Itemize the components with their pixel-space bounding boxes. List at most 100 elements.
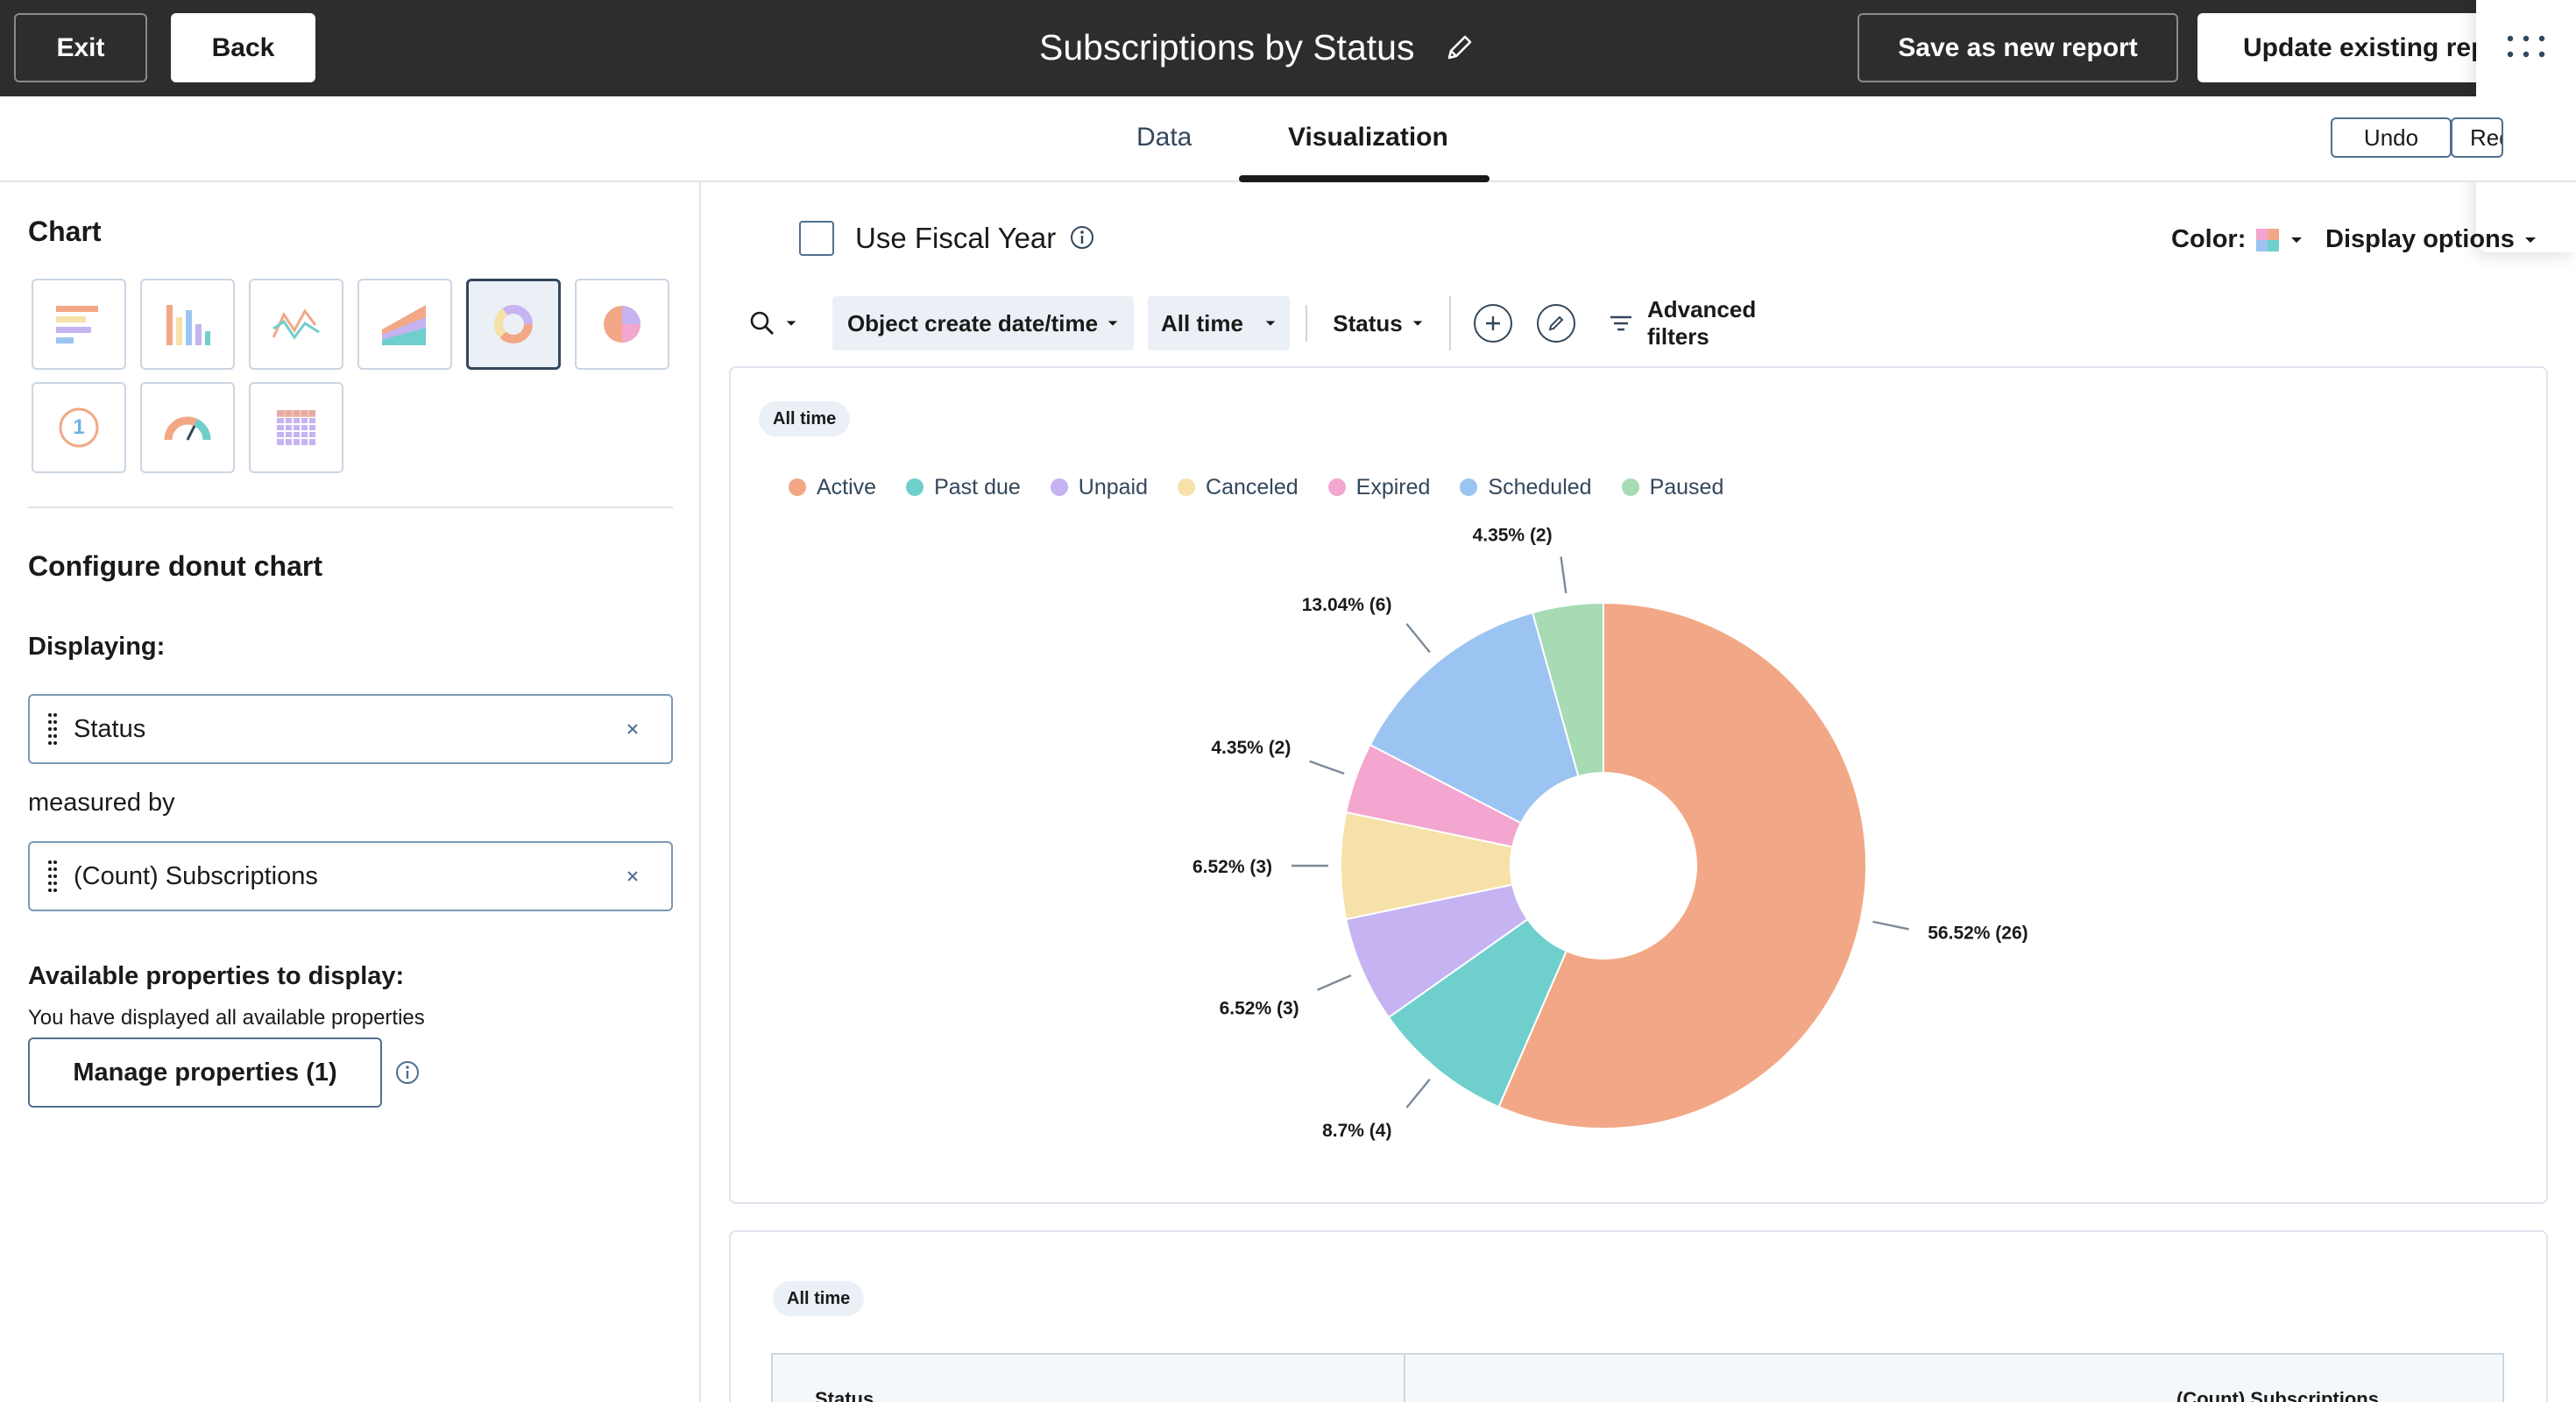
- chart-type-donut[interactable]: [466, 279, 561, 370]
- measure-property-field[interactable]: (Count) Subscriptions: [28, 841, 673, 911]
- legend-swatch: [1050, 478, 1068, 496]
- tab-data[interactable]: Data: [1136, 123, 1192, 152]
- legend-label: Active: [817, 474, 877, 499]
- legend-item-active[interactable]: Active: [789, 475, 876, 500]
- data-label: 56.52% (26): [1928, 923, 2028, 943]
- color-picker[interactable]: Color:: [2171, 225, 2304, 254]
- apps-grid-icon[interactable]: [2502, 23, 2550, 70]
- legend-item-canceled[interactable]: Canceled: [1178, 475, 1299, 500]
- status-filter-label: Status: [1333, 309, 1403, 336]
- plus-icon: [1486, 316, 1500, 330]
- legend-swatch: [789, 478, 806, 496]
- measure-property-value: (Count) Subscriptions: [74, 861, 318, 890]
- data-label-leader-line: [1405, 623, 1431, 654]
- configure-heading: Configure donut chart: [28, 550, 322, 582]
- caret-down-icon: [786, 321, 796, 326]
- chart-heading: Chart: [28, 216, 102, 247]
- data-label: 13.04% (6): [1302, 595, 1392, 615]
- chart-config-panel: Chart: [0, 182, 701, 1402]
- legend-label: Paused: [1649, 474, 1724, 499]
- caret-down-icon: [1265, 321, 1276, 326]
- chart-type-gauge[interactable]: [140, 382, 235, 473]
- caret-down-icon: [1412, 321, 1422, 326]
- back-button[interactable]: Back: [171, 13, 315, 82]
- remove-measure-icon[interactable]: [615, 859, 650, 894]
- legend-item-unpaid[interactable]: Unpaid: [1050, 474, 1149, 500]
- legend-label: Past due: [934, 474, 1021, 499]
- save-as-new-report-button[interactable]: Save as new report: [1858, 13, 2178, 82]
- info-icon[interactable]: [394, 1059, 421, 1086]
- data-label-leader-line: [1872, 920, 1909, 931]
- legend-label: Unpaid: [1078, 474, 1149, 499]
- remove-property-icon[interactable]: [615, 712, 650, 747]
- legend-swatch: [906, 478, 924, 496]
- drag-handle-icon[interactable]: [46, 712, 60, 747]
- fiscal-year-info-icon[interactable]: [1069, 224, 1095, 251]
- donut-slice-scheduled[interactable]: [1369, 611, 1580, 825]
- data-label-leader-line: [1405, 1078, 1431, 1108]
- add-filter-button[interactable]: [1474, 304, 1512, 343]
- update-existing-report-button[interactable]: Update existing report: [2197, 13, 2487, 82]
- column-divider: [1404, 1355, 1405, 1402]
- tab-visualization[interactable]: Visualization: [1288, 123, 1448, 152]
- legend-swatch: [1327, 478, 1346, 496]
- chart-type-area[interactable]: [357, 279, 452, 370]
- donut-slice-active[interactable]: [1497, 601, 1867, 1129]
- top-bar: Exit Back Subscriptions by Status Save a…: [0, 0, 2576, 96]
- legend-item-paused[interactable]: Paused: [1621, 474, 1724, 500]
- chart-legend: Active Past due Unpaid Canceled Expired Sched…: [789, 470, 1723, 505]
- legend-item-expired[interactable]: Expired: [1327, 474, 1431, 500]
- display-options-dropdown[interactable]: Display options: [2325, 225, 2537, 254]
- edit-filters-button[interactable]: [1537, 304, 1575, 343]
- line-chart-icon: [272, 308, 320, 340]
- manage-properties-button[interactable]: Manage properties (1): [28, 1037, 382, 1108]
- search-filter-dropdown[interactable]: [738, 296, 808, 350]
- legend-label: Scheduled: [1488, 474, 1592, 499]
- available-properties-note: You have displayed all available propert…: [28, 1006, 425, 1030]
- chart-type-pie[interactable]: [575, 279, 669, 370]
- data-label: 6.52% (3): [1220, 998, 1299, 1018]
- redo-button[interactable]: Redo: [2451, 117, 2503, 158]
- legend-label: Canceled: [1206, 474, 1299, 499]
- undo-button[interactable]: Undo: [2331, 117, 2452, 158]
- color-label: Color:: [2171, 225, 2247, 253]
- chart-type-kpi[interactable]: 1: [32, 382, 126, 473]
- object-create-date-label: Object create date/time: [846, 309, 1099, 336]
- legend-item-scheduled[interactable]: Scheduled: [1460, 474, 1592, 500]
- report-title-group: Subscriptions by Status: [1039, 23, 1476, 72]
- status-filter[interactable]: Status: [1323, 296, 1433, 350]
- displaying-property-field[interactable]: Status: [28, 694, 673, 764]
- filter-separator: [1449, 296, 1451, 350]
- exit-button[interactable]: Exit: [14, 13, 147, 82]
- drag-handle-icon[interactable]: [46, 859, 60, 894]
- advanced-filters-button[interactable]: Advanced filters: [1609, 296, 1824, 350]
- horizontal-bar-chart-icon: [56, 306, 98, 343]
- chart-type-horizontal-bar[interactable]: [32, 279, 126, 370]
- display-options-label: Display options: [2325, 225, 2515, 253]
- report-title: Subscriptions by Status: [1039, 26, 1415, 67]
- donut-chart-icon: [494, 305, 533, 343]
- data-label: 6.52% (3): [1192, 857, 1272, 877]
- available-properties-heading: Available properties to display:: [28, 962, 405, 990]
- legend-label: Expired: [1355, 474, 1431, 499]
- table-header-count-label: (Count) Subscriptions: [2176, 1388, 2379, 1402]
- table-header-count[interactable]: (Count) Subscriptions: [2176, 1388, 2379, 1402]
- chart-type-pivot-table[interactable]: [249, 382, 343, 473]
- edit-title-icon[interactable]: [1444, 32, 1476, 63]
- fiscal-year-checkbox[interactable]: [799, 221, 834, 256]
- date-range-filter[interactable]: All time: [1148, 296, 1290, 350]
- chart-type-vertical-bar[interactable]: [140, 279, 235, 370]
- date-range-label: All time: [1161, 309, 1243, 336]
- donut-slice-past-due[interactable]: [1387, 917, 1568, 1108]
- fiscal-year-label: Use Fiscal Year: [855, 222, 1057, 254]
- legend-item-past-due[interactable]: Past due: [906, 475, 1021, 500]
- table-header-status[interactable]: Status: [815, 1388, 874, 1402]
- donut-slice-paused[interactable]: [1531, 601, 1604, 778]
- displaying-label: Displaying:: [28, 633, 166, 661]
- object-create-date-filter[interactable]: Object create date/time: [832, 296, 1134, 350]
- gauge-chart-icon: [164, 416, 211, 441]
- filter-separator: [1306, 305, 1307, 342]
- chart-type-line[interactable]: [249, 279, 343, 370]
- filter-icon: [1610, 315, 1631, 331]
